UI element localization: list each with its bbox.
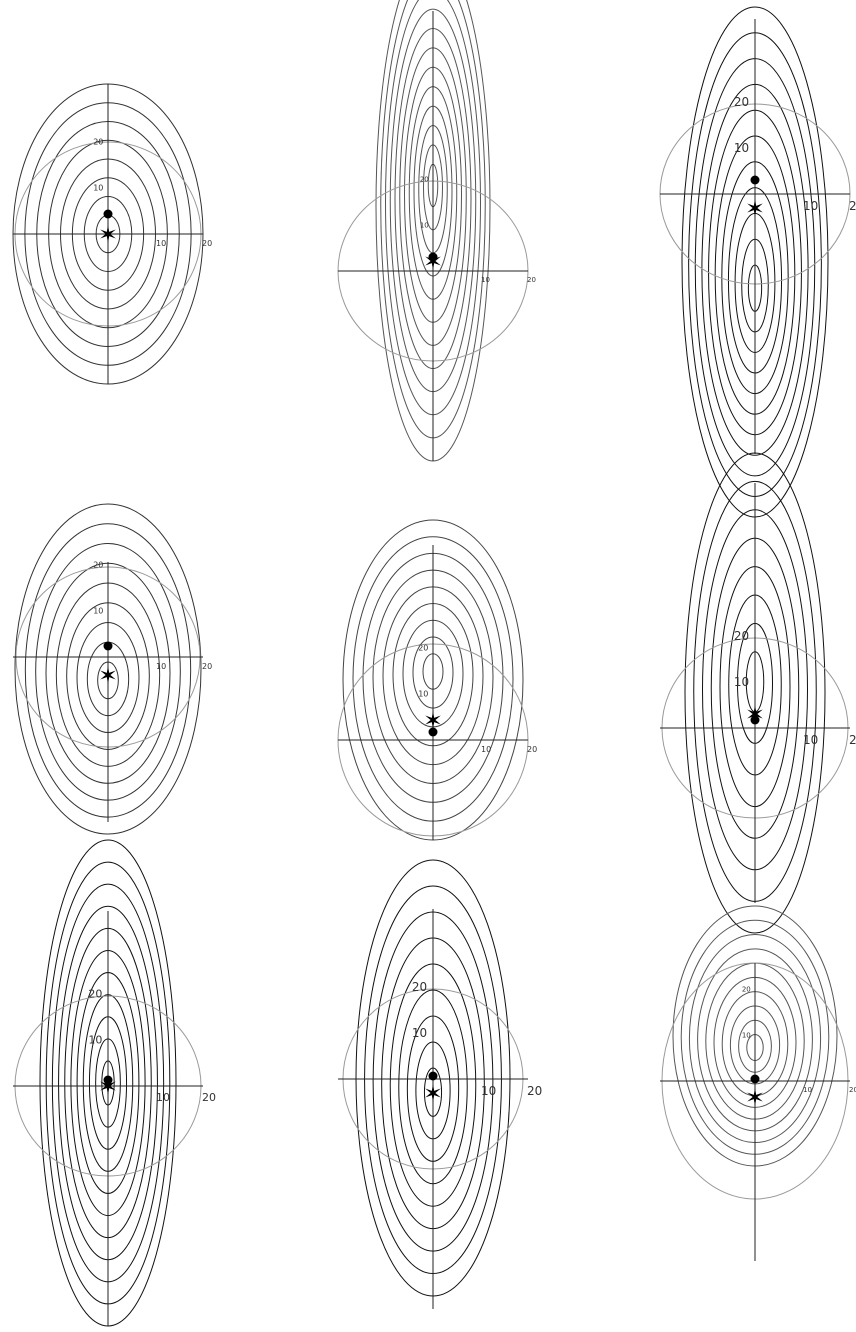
solution-dot	[103, 209, 113, 219]
contour-line	[14, 503, 202, 835]
x-tick-label: 10	[481, 1084, 496, 1098]
x-tick-label: 20	[202, 1091, 216, 1104]
origin-star	[747, 1088, 763, 1106]
y-tick-label: 10	[734, 141, 749, 155]
x-tick-label: 20	[527, 1084, 542, 1098]
solution-dot	[428, 1071, 438, 1081]
x-tick-label: 20	[202, 239, 212, 248]
panel-r1c1: 10 20 10 20	[12, 83, 212, 385]
solution-dot	[750, 1074, 760, 1084]
x-tick-label: 20	[849, 733, 856, 747]
origin-star	[100, 225, 116, 243]
x-tick-label: 10	[156, 239, 166, 248]
y-tick-label: 20	[734, 95, 749, 109]
origin-star	[425, 711, 441, 729]
y-tick-label: 10	[93, 607, 103, 616]
y-tick-label: 20	[93, 138, 103, 147]
y-tick-label: 20	[418, 644, 428, 653]
x-tick-label: 10	[803, 199, 818, 213]
x-tick-label: 20	[527, 745, 537, 754]
panel-r3c1: 10 20 10 20	[13, 839, 216, 1327]
y-tick-label: 10	[412, 1026, 427, 1040]
y-tick-label: 20	[734, 629, 749, 643]
y-tick-label: 20	[88, 988, 102, 1001]
panel-r2c3: 10 20 10 20	[660, 452, 856, 934]
y-tick-label: 10	[93, 184, 103, 193]
y-tick-label: 20	[420, 175, 429, 183]
y-tick-label: 20	[93, 561, 103, 570]
x-tick-label: 10	[803, 733, 818, 747]
origin-star	[425, 252, 441, 270]
panel-r2c1: 10 20 10 20	[13, 503, 212, 835]
solution-dot	[750, 175, 760, 185]
panel-r3c2: 10 20 10 20	[338, 859, 542, 1309]
solution-dot	[103, 641, 113, 651]
origin-star	[425, 1084, 441, 1102]
origin-star	[100, 666, 116, 684]
y-tick-label: 10	[420, 221, 429, 229]
x-tick-label: 10	[481, 745, 491, 754]
origin-star	[747, 199, 763, 217]
y-tick-label: 10	[734, 675, 749, 689]
panel-r2c2: 10 20 10 20	[337, 519, 537, 841]
x-tick-label: 20	[202, 662, 212, 671]
y-tick-label: 20	[412, 980, 427, 994]
y-tick-label: 10	[742, 1031, 751, 1039]
solution-dot	[428, 727, 438, 737]
x-tick-label: 10	[481, 276, 490, 284]
contour-line	[684, 452, 826, 934]
panel-r3c3: 10 20 10 20	[660, 905, 856, 1261]
x-tick-label: 10	[156, 1091, 170, 1104]
origin-star	[747, 705, 763, 723]
x-tick-label: 20	[849, 1086, 856, 1094]
x-tick-label: 10	[803, 1086, 812, 1094]
y-tick-label: 10	[88, 1034, 102, 1047]
x-tick-label: 10	[156, 662, 166, 671]
panel-r1c2: 10 20 10 20	[337, 0, 536, 462]
origin-star	[100, 1077, 116, 1095]
panel-r1c3: 10 20 10 20	[659, 6, 856, 518]
x-tick-label: 20	[849, 199, 856, 213]
y-tick-label: 20	[742, 985, 751, 993]
x-tick-label: 20	[527, 276, 536, 284]
y-tick-label: 10	[418, 690, 428, 699]
